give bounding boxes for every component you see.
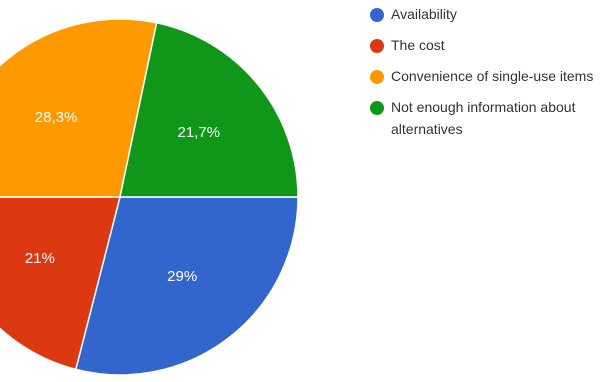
legend-label-the-cost: The cost — [391, 37, 445, 53]
pie-slice-the-cost[interactable] — [0, 196, 121, 371]
legend-swatch-not-enough-information — [370, 101, 384, 115]
legend-item-availability[interactable]: Availability — [370, 6, 595, 25]
legend-swatch-convenience — [370, 70, 384, 84]
legend-item-not-enough-information[interactable]: Not enough information about alternative… — [370, 99, 595, 140]
pie-slice-label-not-enough-information-about-alternatives: 21,7% — [178, 124, 221, 141]
legend-swatch-availability — [370, 8, 384, 22]
legend-label-convenience: Convenience of single-use items — [391, 68, 594, 84]
pie-slice-label-availability: 29% — [167, 268, 197, 285]
pie-slice-labels: 29% 21% 28,3% 21,7% — [25, 109, 220, 285]
pie-slice-convenience-of-single-use-items[interactable] — [0, 18, 158, 198]
pie-slice-not-enough-information-about-alternatives[interactable] — [119, 21, 299, 198]
legend-label-not-enough-information: Not enough information about alternative… — [391, 99, 576, 137]
legend-label-availability: Availability — [391, 6, 457, 22]
pie-slice-label-convenience-of-single-use-items: 28,3% — [35, 109, 78, 126]
pie-slice-availability[interactable] — [74, 196, 299, 376]
legend-item-convenience[interactable]: Convenience of single-use items — [370, 68, 595, 87]
legend-item-the-cost[interactable]: The cost — [370, 37, 595, 56]
pie-slices — [0, 18, 299, 376]
pie-slice-label-the-cost: 21% — [25, 250, 55, 267]
legend-swatch-the-cost — [370, 39, 384, 53]
legend: Availability The cost Convenience of sin… — [370, 6, 595, 152]
